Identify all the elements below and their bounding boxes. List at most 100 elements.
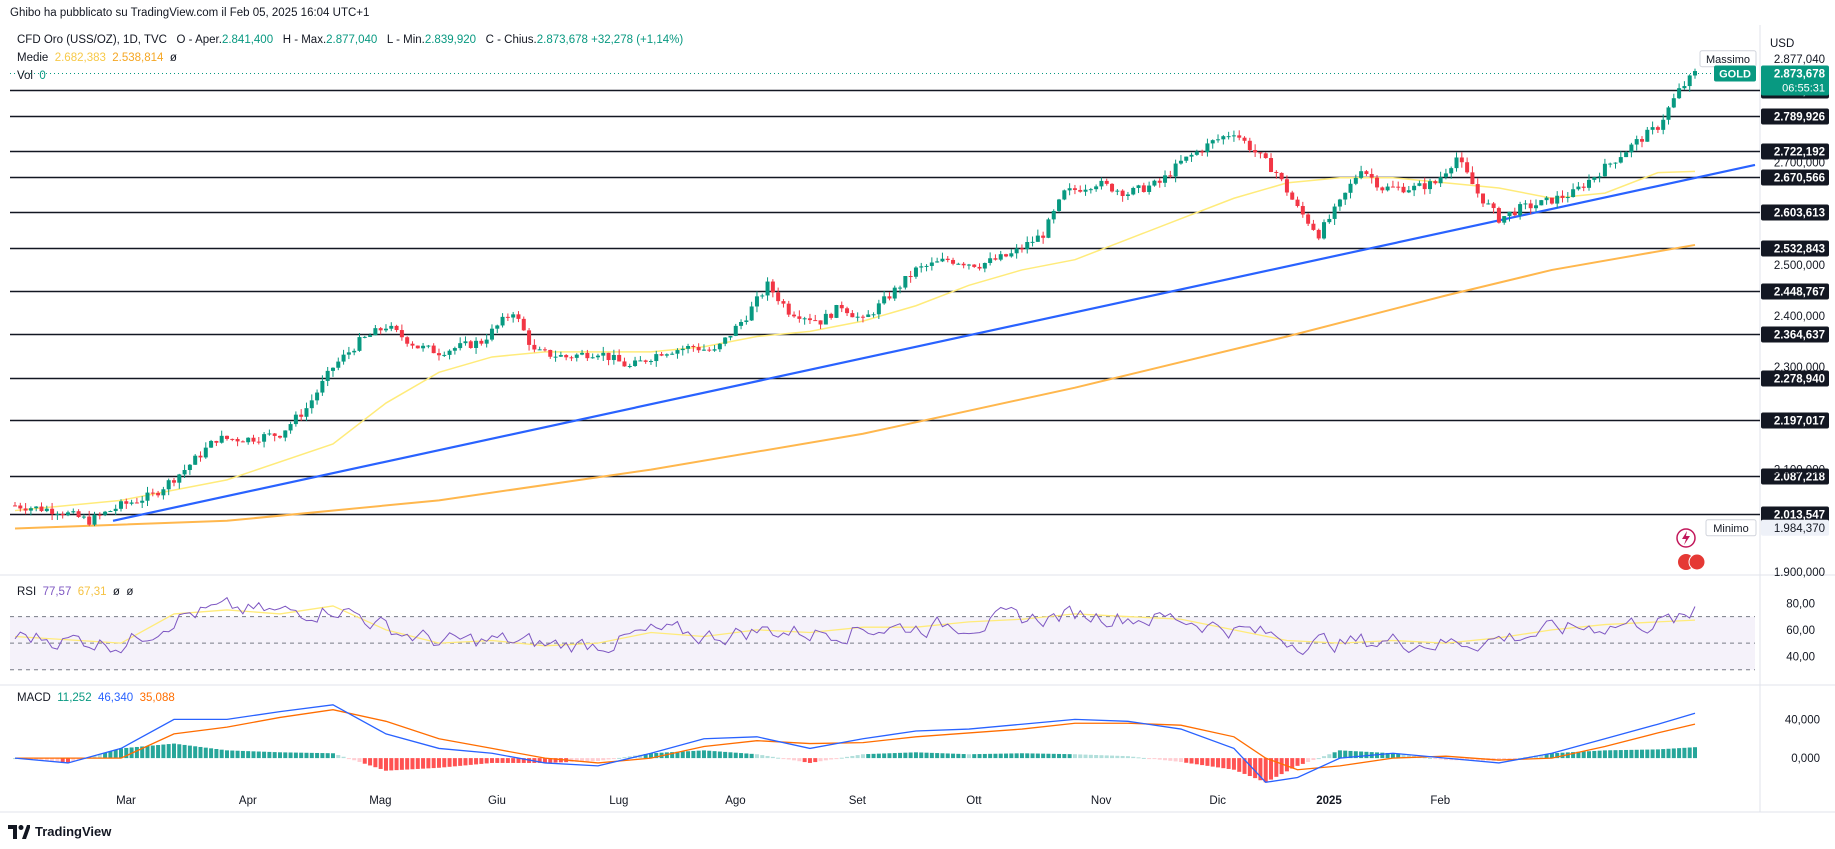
candle (140, 496, 145, 509)
candle-body (882, 296, 887, 304)
candle (124, 498, 129, 509)
candle-body (399, 330, 404, 338)
tradingview-logo[interactable]: TradingView (8, 824, 111, 839)
candle (97, 512, 102, 520)
candle-body (1364, 171, 1369, 175)
macd-hist-bar (1078, 754, 1083, 759)
candle-body (458, 343, 463, 349)
candle-body (118, 501, 123, 509)
candle (1004, 253, 1009, 258)
candle (293, 411, 298, 427)
brand-name: TradingView (35, 824, 112, 839)
candle-body (701, 349, 706, 351)
candle-body (627, 365, 632, 367)
candle-body (1369, 174, 1374, 178)
candle (1486, 199, 1491, 205)
candle (1560, 190, 1565, 203)
candle-body (187, 464, 192, 471)
candle (1613, 162, 1618, 169)
macd-hist-bar (394, 758, 399, 771)
macd-hist-bar (1443, 758, 1448, 761)
candle (765, 277, 770, 301)
candle (325, 366, 330, 387)
candle (845, 306, 850, 317)
candle (516, 311, 521, 323)
candle-body (1295, 199, 1300, 207)
candle (537, 346, 542, 351)
macd-hist-bar (887, 753, 892, 759)
candle-body (1332, 206, 1337, 219)
candle-body (442, 354, 447, 356)
candle-body (161, 489, 166, 496)
macd-hist-bar (1343, 750, 1348, 759)
price-tick: 2.400,000 (1774, 311, 1825, 323)
macd-hist-bar (940, 753, 945, 759)
candle-body (368, 335, 373, 337)
macd-hist-bar (606, 758, 611, 760)
candle (733, 323, 738, 337)
candle (866, 310, 871, 318)
candle-body (177, 474, 182, 483)
candle (193, 454, 198, 465)
candle (802, 316, 807, 325)
candle-body (1168, 175, 1173, 177)
candle (262, 432, 267, 448)
macd-hist-bar (113, 749, 118, 759)
candle-body (707, 349, 712, 351)
macd-hist-bar (1009, 753, 1014, 759)
candle-body (1443, 173, 1448, 178)
candle-body (839, 305, 844, 309)
candle-body (1428, 181, 1433, 190)
macd-hist-bar (1422, 757, 1427, 759)
level-label-text: 2.532,843 (1774, 244, 1825, 256)
macd-hist-bar (1666, 748, 1671, 759)
macd-hist-bar (1634, 749, 1639, 759)
candle (1041, 231, 1046, 244)
candle-body (87, 516, 92, 525)
macd-hist-bar (436, 758, 441, 768)
candle (505, 313, 510, 321)
candle-body (378, 328, 383, 331)
candle (1157, 178, 1162, 188)
candle (627, 363, 632, 369)
x-tick-label: Apr (239, 795, 257, 807)
min-badge-bg (1705, 519, 1757, 537)
last-price-value: 2.873,678 (1774, 68, 1826, 80)
candle (1677, 83, 1682, 100)
macd-hist-bar (1178, 758, 1183, 762)
candle (1396, 181, 1401, 191)
candle-body (945, 258, 950, 260)
macd-hist-bar (1104, 755, 1109, 759)
candle-body (214, 440, 219, 443)
candle (680, 345, 685, 356)
candle-body (829, 313, 834, 318)
candle-body (1173, 163, 1178, 177)
macd-hist-bar (1316, 758, 1321, 760)
candle-body (1661, 119, 1666, 130)
macd-hist-bar (1518, 757, 1523, 759)
macd-hist-bar (224, 750, 229, 759)
candle-body (1279, 172, 1284, 180)
candle-body (246, 437, 251, 443)
candle-body (1327, 218, 1332, 223)
candle-body (1422, 183, 1427, 190)
candle (617, 349, 622, 362)
candle-body (1687, 75, 1692, 87)
candle (1528, 199, 1533, 215)
candle (50, 502, 55, 521)
ma-extra: ø (169, 52, 177, 64)
candle-body (1555, 195, 1560, 204)
currency-label[interactable]: USD (1770, 38, 1795, 50)
candle (1380, 186, 1385, 194)
macd-legend: MACD 11,252 46,340 35,088 (17, 692, 175, 704)
candle-body (1231, 135, 1236, 137)
macd-hist-bar (442, 758, 447, 768)
candle-body (590, 357, 595, 359)
macd-hist-bar (908, 752, 913, 759)
vol-legend: Vol 0 (17, 70, 46, 82)
macd-hist-bar (728, 752, 733, 759)
candle (882, 290, 887, 305)
candle (1592, 176, 1597, 183)
candle-body (1523, 203, 1528, 205)
